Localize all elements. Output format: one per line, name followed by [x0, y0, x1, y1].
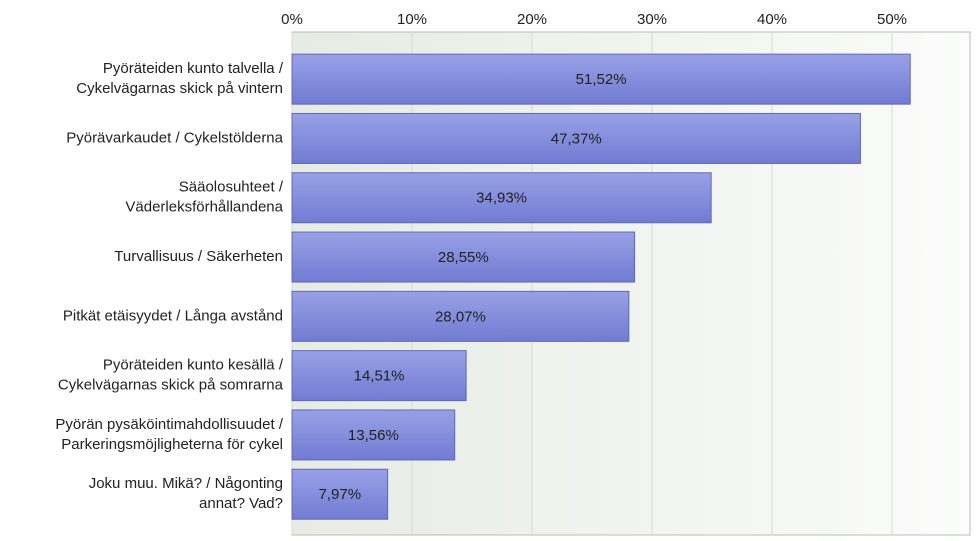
value-label: 51,52%	[576, 71, 627, 88]
value-label: 28,55%	[438, 249, 489, 266]
x-tick-label: 50%	[877, 11, 907, 28]
y-tick-label: Cykelvägarnas skick på somrarna	[58, 377, 284, 394]
y-tick-label: Parkeringsmöjligheterna för cykel	[61, 436, 283, 453]
bar	[291, 53, 911, 105]
y-tick-label: Pitkät etäisyydet / Långa avstånd	[63, 307, 283, 324]
bar	[291, 112, 861, 164]
y-tick-label: Pyöräteiden kunto kesällä /	[103, 357, 284, 374]
y-tick-label: annat? Vad?	[199, 495, 283, 512]
value-label: 7,97%	[319, 486, 362, 503]
y-tick-label: Turvallisuus / Säkerheten	[114, 248, 283, 265]
y-tick-label: Joku muu. Mikä? / Någonting	[89, 475, 283, 492]
y-tick-label: Väderleksförhållandena	[125, 199, 283, 216]
bar	[291, 409, 456, 461]
bar	[291, 350, 467, 402]
value-label: 14,51%	[354, 368, 405, 385]
y-tick-label: Pyörävarkaudet / Cykelstölderna	[66, 129, 283, 146]
value-label: 28,07%	[435, 308, 486, 325]
value-label: 34,93%	[476, 190, 527, 207]
bar	[291, 468, 389, 520]
y-tick-label: Cykelvägarnas skick på vintern	[76, 80, 283, 97]
x-tick-label: 10%	[397, 11, 427, 28]
bar	[291, 290, 630, 342]
value-label: 13,56%	[348, 427, 399, 444]
bar	[291, 231, 636, 283]
x-tick-label: 20%	[517, 11, 547, 28]
y-tick-label: Pyöräteiden kunto talvella /	[103, 60, 284, 77]
x-tick-label: 30%	[637, 11, 667, 28]
x-tick-label: 40%	[757, 11, 787, 28]
y-tick-label: Sääolosuhteet /	[179, 179, 284, 196]
value-label: 47,37%	[551, 130, 602, 147]
bar	[291, 172, 712, 224]
y-tick-label: Pyörän pysäköintimahdollisuudet /	[55, 416, 283, 433]
x-tick-label: 0%	[281, 11, 303, 28]
